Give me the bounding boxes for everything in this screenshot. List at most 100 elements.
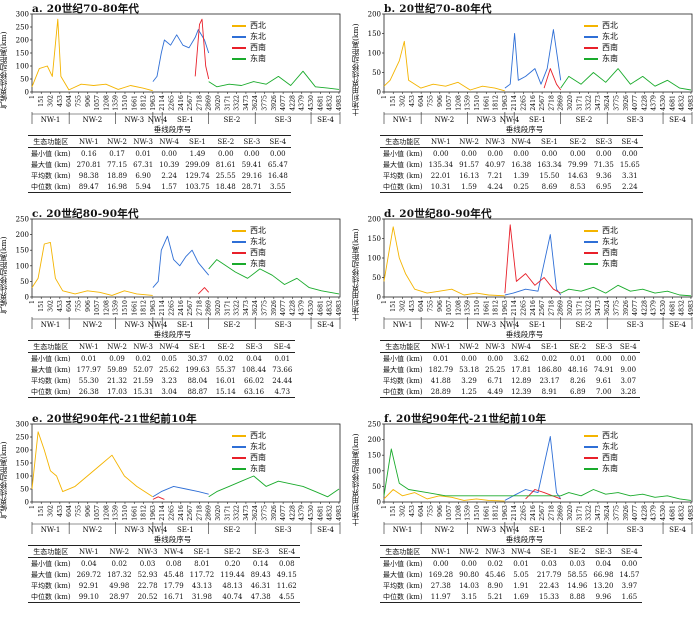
table-header-cell: NW-1 [425, 135, 457, 148]
table-row: 平均数 (km) 92.91 49.98 22.78 17.79 43.13 48.13 46… [28, 580, 300, 591]
table-cell: 0.01 [569, 354, 586, 363]
x-tick-label: 2718 [548, 505, 555, 521]
legend: 西北 东北 西南 东南 [232, 430, 266, 474]
table-cell: 40.97 [485, 160, 506, 169]
x-tick-label: 1208 [103, 505, 110, 521]
x-tick-label: 3171 [576, 95, 583, 111]
legend-label: 东北 [602, 442, 618, 451]
table-cell: 0.02 [541, 354, 558, 363]
x-tick-label: 1812 [493, 300, 500, 316]
y-tick-label: 100 [368, 50, 381, 58]
table-cell: 0.01 [274, 354, 291, 363]
x-tick-label: 4077 [632, 505, 639, 521]
row-label: 最小值 (km) [31, 559, 71, 568]
table-cell: 3.28 [616, 386, 640, 398]
panel-c: 0 50 100 150 200 250 1 151 302 453 604 755 906 1057 12… [0, 205, 345, 410]
x-tick-label: 4228 [289, 505, 296, 521]
x-tick-label: 2265 [168, 95, 175, 111]
table-header-row: 生态功能区 NW-1 NW-2 NW-3 NW-4 SE-1 SE-2 SE-3 SE-4 [28, 340, 296, 353]
legend-swatch [232, 240, 246, 243]
legend-swatch [584, 57, 598, 60]
table-header-cell: SE-2 [212, 340, 239, 353]
x-tick-label: 2416 [178, 300, 185, 316]
region-label-nw-3: NW-3 [124, 321, 144, 329]
x-tick-label: 2869 [558, 300, 565, 316]
x-tick-label: 3322 [234, 505, 241, 521]
table-cell: 49.15 [276, 570, 297, 579]
region-label-nw-1: NW-1 [41, 526, 61, 534]
table-header-cell: NW-4 [508, 340, 535, 353]
table-row: 最小值 (km) 0.16 0.17 0.01 0.00 1.49 0.00 0.00 0.00 [28, 148, 291, 160]
y-tick-label: 200 [16, 37, 29, 45]
x-tick-label: 2114 [159, 505, 166, 521]
legend-swatch [232, 251, 246, 254]
table-cell: 59.41 [241, 160, 262, 169]
legend-entry: 东南 [232, 258, 266, 269]
series-line-c-3 [208, 259, 340, 295]
table-header-cell: NW-3 [482, 135, 509, 148]
series-line-b-0 [383, 40, 505, 92]
region-label-se-2: SE-2 [224, 526, 241, 534]
table-cell: 3.29 [461, 376, 477, 385]
table-cell: 66.98 [593, 570, 614, 579]
x-tick-label: 4681 [669, 95, 676, 111]
table-cell: 6.95 [590, 181, 617, 193]
row-label: 最小值 (km) [31, 354, 71, 363]
region-label-se-1: SE-1 [177, 321, 194, 329]
x-tick-label: 755 [75, 300, 82, 312]
table-cell: 16.38 [511, 160, 532, 169]
table-header-cell: SE-3 [590, 135, 617, 148]
x-tick-label: 2114 [159, 95, 166, 111]
table-cell: 8.91 [534, 386, 565, 398]
x-tick-label: 604 [66, 95, 73, 107]
x-tick-label: 3473 [243, 95, 250, 111]
region-label-nw-1: NW-1 [393, 321, 413, 329]
table-cell: 25.62 [159, 365, 180, 374]
table-cell: 7.00 [590, 386, 617, 398]
legend-entry: 西北 [584, 20, 618, 31]
x-tick-label: 4530 [308, 300, 315, 316]
legend-swatch [584, 262, 598, 265]
series-line-c-1 [152, 235, 210, 288]
x-tick-label: 151 [390, 95, 397, 107]
x-tick-label: 1510 [474, 300, 481, 316]
table-cell: 2.24 [161, 171, 177, 180]
table-cell: 45.46 [485, 570, 506, 579]
table-cell: 89.47 [73, 181, 105, 193]
table-cell: 55.30 [78, 376, 99, 385]
table-cell: 3.31 [622, 171, 638, 180]
panel-a: 0 50 100 150 200 250 300 1 151 302 453 604 755 906 105… [0, 0, 345, 205]
x-tick-label: 4983 [336, 505, 343, 521]
x-tick-label: 2869 [206, 95, 213, 111]
y-tick-label: 100 [16, 63, 29, 71]
table-cell: 103.75 [182, 181, 213, 193]
x-tick-label: 302 [48, 95, 55, 107]
x-tick-label: 4681 [669, 300, 676, 316]
region-label-se-4: SE-4 [669, 116, 686, 124]
region-label-se-2: SE-2 [224, 116, 241, 124]
table-cell: 182.79 [428, 365, 454, 374]
x-tick-label: 1359 [113, 300, 120, 316]
x-tick-label: 3926 [623, 505, 630, 521]
x-tick-label: 2869 [558, 95, 565, 111]
region-label-nw-4: NW-4 [500, 116, 520, 124]
table-header-cell: SE-4 [616, 545, 643, 558]
region-label-se-4: SE-4 [317, 526, 334, 534]
row-label: 平均数 (km) [31, 376, 71, 385]
table-header-cell: NW-3 [482, 545, 509, 558]
table-cell: 10.31 [425, 181, 457, 193]
stats-table: 生态功能区 NW-1 NW-2 NW-3 NW-4 SE-1 SE-2 SE-3 SE-4 最小值… [28, 340, 296, 398]
table-cell: 0.08 [165, 559, 182, 568]
table-cell: 6.71 [487, 376, 503, 385]
table-row: 最大值 (km) 177.97 59.89 52.07 25.62 199.63 55.37… [28, 364, 295, 375]
table-cell: 16.98 [104, 181, 131, 193]
x-tick-label: 604 [66, 505, 73, 517]
x-tick-label: 2416 [530, 505, 537, 521]
legend-label: 西北 [250, 226, 266, 235]
table-cell: 13.20 [593, 581, 614, 590]
table-cell: 65.47 [267, 160, 288, 169]
table-cell: 0.00 [487, 354, 503, 363]
table-header-cell: 生态功能区 [380, 135, 426, 148]
table-cell: 199.63 [185, 365, 210, 374]
